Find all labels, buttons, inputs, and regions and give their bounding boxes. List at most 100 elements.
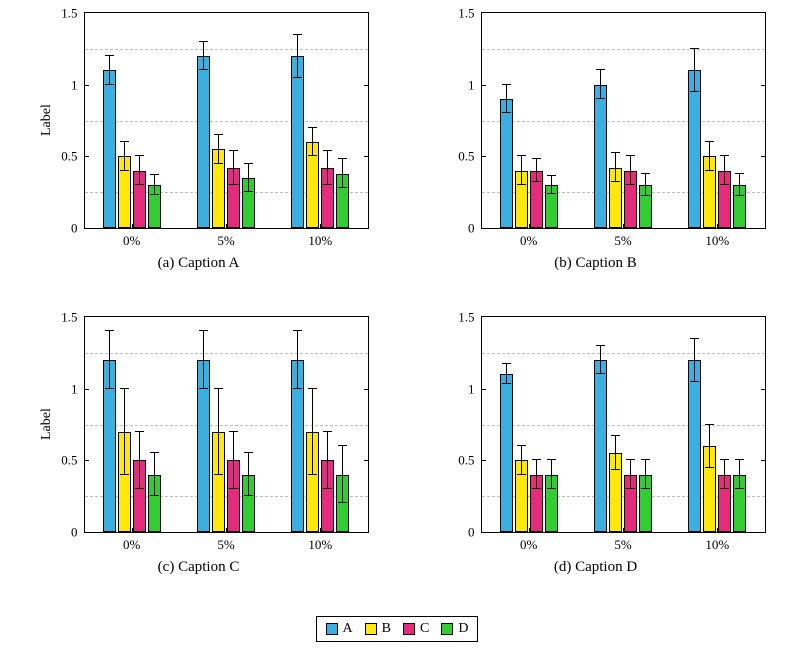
error-bar-cap xyxy=(323,184,333,185)
error-bar-cap xyxy=(199,387,208,389)
error-bar-cap xyxy=(705,141,715,142)
error-bar xyxy=(535,159,537,183)
error-bar-cap xyxy=(293,330,303,332)
error-bar-cap xyxy=(501,112,511,114)
error-bar xyxy=(600,70,601,99)
x-tick-mark xyxy=(528,528,530,532)
error-bar-cap xyxy=(229,184,238,185)
error-bar xyxy=(630,460,631,489)
error-bar-cap xyxy=(611,181,620,183)
error-bar xyxy=(600,345,601,375)
error-bar xyxy=(123,142,125,171)
error-bar-cap xyxy=(323,149,333,151)
error-bar xyxy=(233,431,234,489)
x-tick-label: 0% xyxy=(122,233,141,248)
error-bar xyxy=(108,56,110,85)
error-bar-cap xyxy=(501,83,511,85)
y-tick-label: 1.5 xyxy=(458,309,475,325)
error-bar-cap xyxy=(214,162,223,164)
error-bar-cap xyxy=(214,133,223,135)
subplot-d: 0 0.5 1 1.5 0% 5% 10% (d) Caption D xyxy=(397,311,794,576)
error-bar xyxy=(645,460,646,489)
error-bar-cap xyxy=(199,69,208,71)
error-bar-cap xyxy=(531,459,541,461)
error-bar-cap xyxy=(611,469,620,471)
error-bar-cap xyxy=(214,387,223,389)
y-tick-label: 1 xyxy=(71,77,78,93)
error-bar-cap xyxy=(119,473,129,475)
error-bar-cap xyxy=(735,488,745,489)
error-bar-cap xyxy=(229,488,238,489)
error-bar-cap xyxy=(690,90,700,92)
x-tick-mark xyxy=(623,528,624,532)
error-bar xyxy=(505,84,507,114)
chart-a-plot-area: 0 0.5 1 1.5 Label 0% 5% 10% xyxy=(39,7,369,247)
x-tick-label: 10% xyxy=(308,537,333,552)
error-bar xyxy=(342,446,344,504)
error-bar-cap xyxy=(531,488,541,489)
error-bar xyxy=(615,435,616,471)
error-bar-cap xyxy=(735,459,745,461)
gridline xyxy=(481,120,765,122)
chart-b: 0 0.5 1 1.5 0% 5% 10% xyxy=(426,7,766,247)
x-tick-label: 10% xyxy=(705,233,730,248)
error-bar xyxy=(709,142,711,171)
y-tick-label: 0 xyxy=(468,220,475,236)
bar-a xyxy=(499,99,513,228)
error-bar-cap xyxy=(641,172,650,174)
error-bar-cap xyxy=(626,155,635,157)
legend-swatch-d xyxy=(441,623,454,635)
y-tick-mark xyxy=(760,84,765,86)
gridline xyxy=(481,192,765,194)
error-bar xyxy=(153,174,155,196)
bar-a xyxy=(688,70,702,228)
error-bar xyxy=(203,331,204,389)
error-bar-cap xyxy=(293,387,303,389)
error-bar xyxy=(312,127,314,157)
chart-c-caption: (c) Caption C xyxy=(157,559,240,575)
legend-entry-c: C xyxy=(403,622,429,636)
bar-a xyxy=(291,56,305,228)
error-bar-cap xyxy=(626,184,635,185)
gridline xyxy=(481,424,765,426)
x-tick-label: 0% xyxy=(519,233,538,248)
y-tick-mark xyxy=(481,156,486,158)
y-tick-label: 0 xyxy=(71,524,78,540)
legend-entry-b: B xyxy=(364,622,391,636)
x-tick-mark xyxy=(226,528,227,532)
x-tick-label: 5% xyxy=(614,537,632,552)
legend-swatch-c xyxy=(403,623,415,635)
error-bar-cap xyxy=(293,76,303,78)
error-bar-cap xyxy=(149,452,159,454)
error-bar-cap xyxy=(119,387,129,389)
x-tick-mark xyxy=(623,224,624,228)
legend-box: A B C D xyxy=(315,616,479,642)
error-bar-cap xyxy=(720,155,730,157)
error-bar xyxy=(138,431,140,489)
error-bar xyxy=(645,173,646,197)
y-tick-label: 1.5 xyxy=(61,309,78,325)
chart-d-plot-area: 0 0.5 1 1.5 0% 5% 10% xyxy=(458,311,766,551)
error-bar-cap xyxy=(611,434,620,436)
x-tick-mark xyxy=(717,224,719,228)
error-bar-cap xyxy=(244,495,253,497)
error-bar-cap xyxy=(596,98,605,99)
legend-label-d: D xyxy=(458,621,469,636)
error-bar-cap xyxy=(308,387,318,389)
error-bar xyxy=(123,388,125,475)
error-bar-cap xyxy=(720,184,730,185)
error-bar-cap xyxy=(199,40,208,42)
error-bar xyxy=(218,388,219,475)
error-bar-cap xyxy=(104,83,114,85)
error-bar xyxy=(248,163,249,193)
x-tick-mark xyxy=(717,528,719,532)
x-tick-mark xyxy=(320,224,322,228)
y-tick-mark xyxy=(481,388,486,390)
error-bar-cap xyxy=(149,194,159,196)
error-bar-cap xyxy=(338,445,348,446)
error-bar-cap xyxy=(134,488,144,489)
y-tick-mark xyxy=(363,460,368,462)
error-bar xyxy=(297,34,299,78)
chart-d-caption: (d) Caption D xyxy=(553,559,638,575)
error-bar-cap xyxy=(229,430,238,432)
